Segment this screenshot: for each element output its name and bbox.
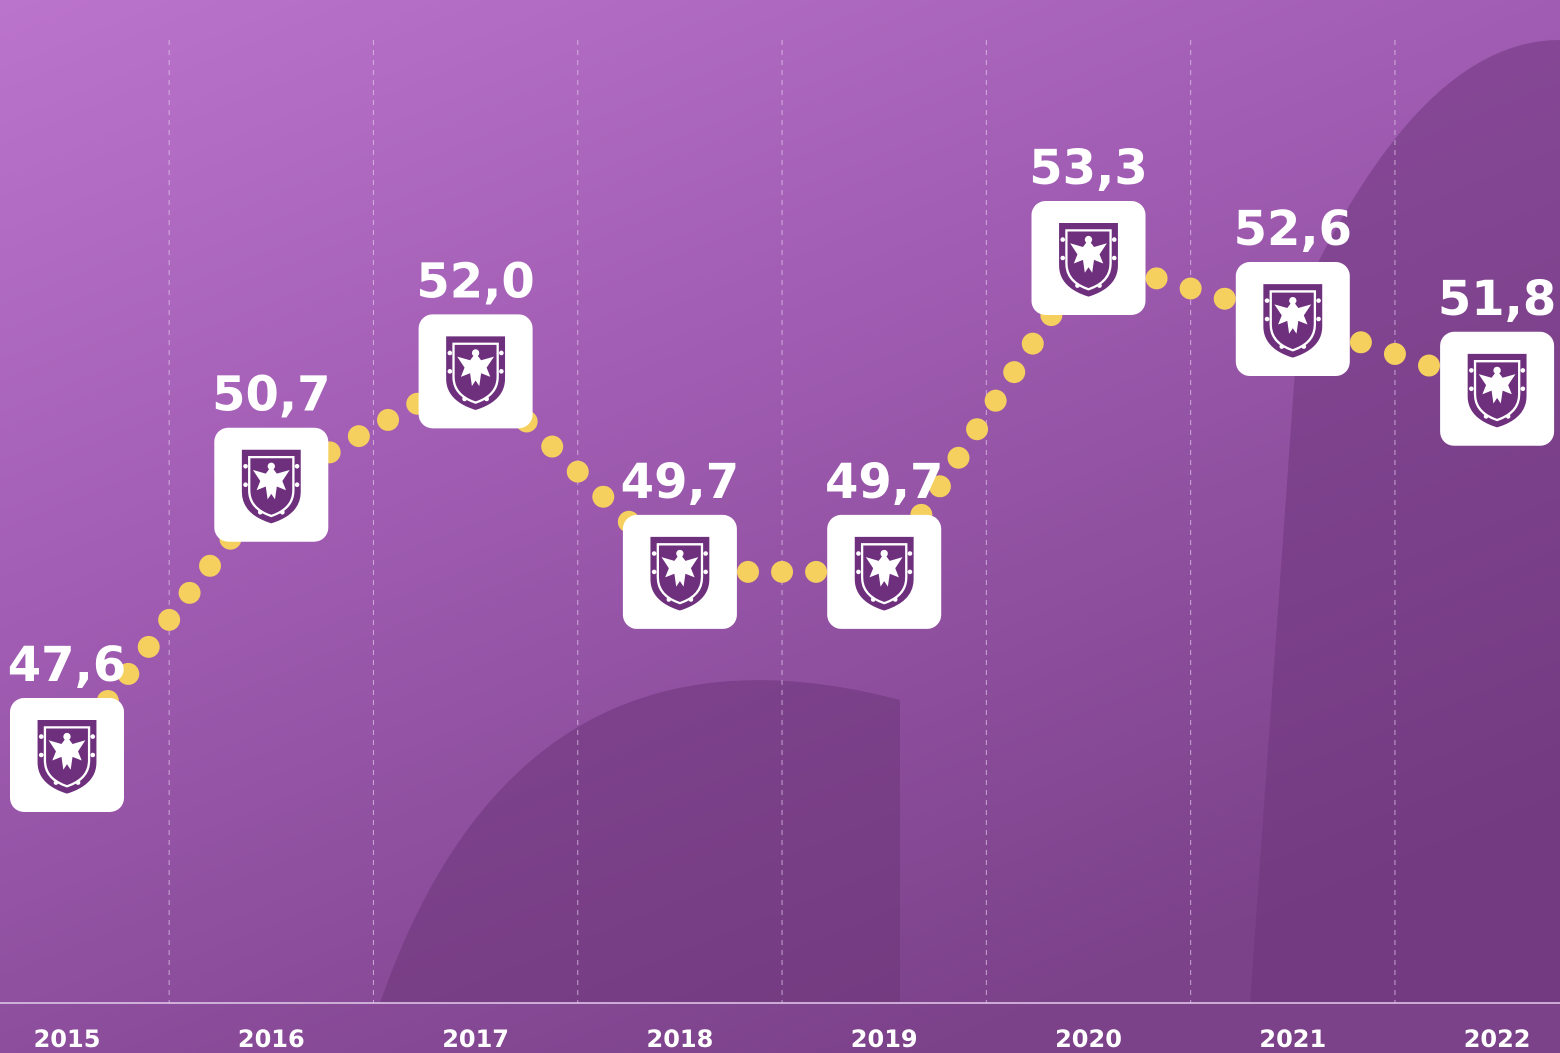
connector-dot [966,418,988,440]
x-tick-label: 2020 [1055,1025,1122,1053]
connector-dot [985,390,1007,412]
marker-icon [1468,354,1527,428]
marker-icon [38,720,97,794]
value-label: 50,7 [212,367,330,423]
connector-dot [1214,288,1236,310]
marker [1032,201,1146,315]
connector-dot [179,582,201,604]
connector-dot [805,561,827,583]
connector-dot [1003,361,1025,383]
marker [214,428,328,542]
value-label: 47,6 [8,637,126,693]
marker-icon [242,450,301,524]
connector-dot [1418,355,1440,377]
connector-dot [199,555,221,577]
connector-dot [1146,267,1168,289]
marker [10,698,124,812]
value-label: 51,8 [1438,271,1556,327]
x-tick-label: 2022 [1464,1025,1531,1053]
x-tick-label: 2015 [34,1025,101,1053]
connector-dot [947,447,969,469]
marker [827,515,941,629]
marker [1236,262,1350,376]
chart: 2015 2016 2017 2018 2019 2020 2021 2022 47,6 50,7… [0,0,1560,1053]
value-label: 49,7 [621,454,739,510]
connector-dot [592,486,614,508]
marker-icon [855,537,914,611]
connector-dot [1180,278,1202,300]
connector-dot [1022,333,1044,355]
connector-dot [1384,343,1406,365]
marker [419,314,533,428]
connector-dot [348,425,370,447]
x-tick-label: 2018 [647,1025,714,1053]
marker-icon [650,537,709,611]
x-tick-label: 2019 [851,1025,918,1053]
value-label: 52,6 [1234,201,1352,257]
x-tick-label: 2017 [442,1025,509,1053]
marker-icon [1059,223,1118,297]
connector-dot [377,409,399,431]
marker [623,515,737,629]
x-tick-label: 2021 [1259,1025,1326,1053]
connector-dot [138,636,160,658]
marker-icon [446,336,505,410]
value-label: 52,0 [416,253,534,309]
connector-dot [1350,331,1372,353]
connector-dot [771,561,793,583]
marker-icon [1263,284,1322,358]
marker [1440,332,1554,446]
connector-dot [158,609,180,631]
value-label: 49,7 [825,454,943,510]
connector-dot [541,436,563,458]
value-label: 53,3 [1029,140,1147,196]
x-tick-label: 2016 [238,1025,305,1053]
connector-dot [737,561,759,583]
connector-dot [567,461,589,483]
